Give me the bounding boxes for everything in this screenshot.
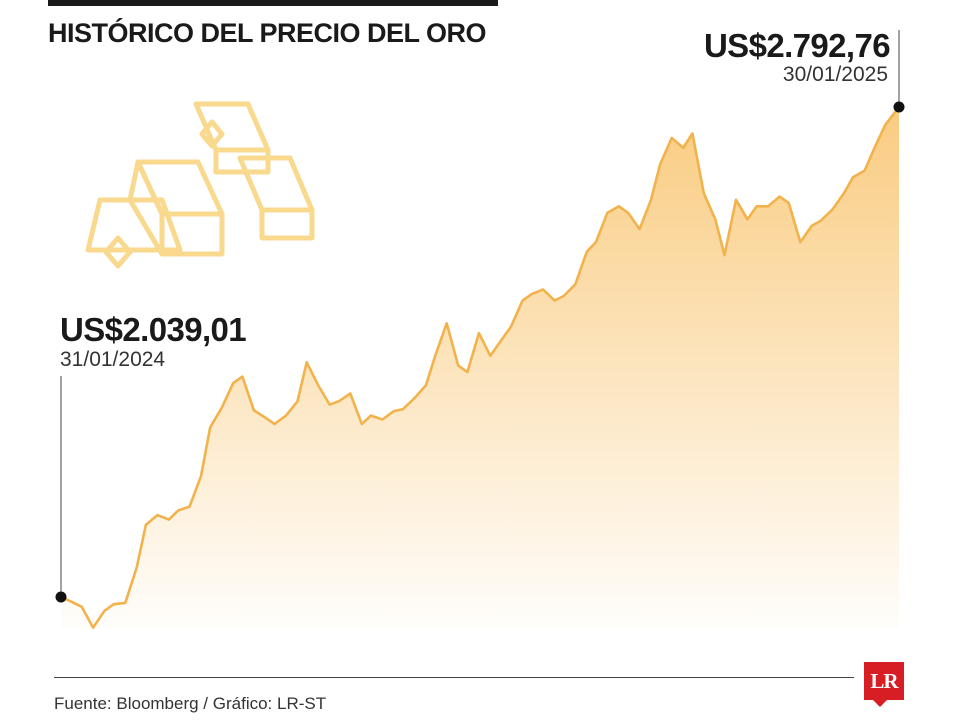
source-note: Fuente: Bloomberg / Gráfico: LR-ST [54,694,327,713]
lr-logo-tail [872,699,888,707]
top-rule [48,0,498,6]
end-value-label: US$2.792,76 [703,27,891,64]
lr-logo-text: LR [864,662,904,700]
price-line [60,106,901,629]
end-point-marker [893,101,905,113]
gold-bars-icon [85,101,315,269]
price-area [61,107,899,628]
chart-title: HISTÓRICO DEL PRECIO DEL ORO [48,18,487,48]
start-date-label: 31/01/2024 [60,348,166,371]
footer-divider [54,677,854,678]
lr-logo: LR [864,662,904,707]
end-date-label: 30/01/2025 [782,63,888,86]
start-value-label: US$2.039,01 [60,311,247,348]
start-point-marker [55,591,67,603]
